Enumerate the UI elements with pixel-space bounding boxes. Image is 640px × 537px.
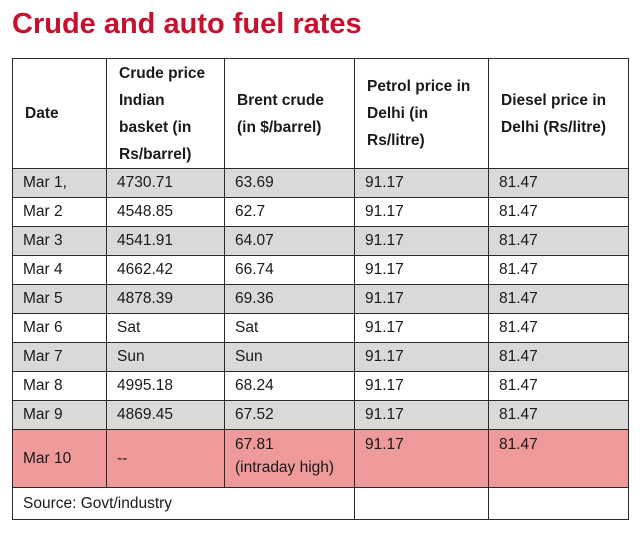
cell-crude: 4869.45 <box>106 400 225 430</box>
cell-diesel: 81.47 <box>488 429 629 488</box>
table-row: Mar 8 4995.18 68.24 91.17 81.47 <box>12 371 629 401</box>
header-brent-crude: Brent crude (in $/barrel) <box>224 58 355 169</box>
cell-brent-note: (intraday high) <box>235 459 335 476</box>
cell-brent: 63.69 <box>224 168 355 198</box>
table-row: Mar 5 4878.39 69.36 91.17 81.47 <box>12 284 629 314</box>
cell-petrol: 91.17 <box>354 284 489 314</box>
cell-date: Mar 3 <box>12 226 107 256</box>
cell-petrol: 91.17 <box>354 168 489 198</box>
cell-petrol: 91.17 <box>354 313 489 343</box>
table-row: Mar 6 Sat Sat 91.17 81.47 <box>12 313 629 343</box>
cell-petrol: 91.17 <box>354 400 489 430</box>
cell-brent: 68.24 <box>224 371 355 401</box>
cell-date: Mar 1, <box>12 168 107 198</box>
cell-crude: 4995.18 <box>106 371 225 401</box>
table-row: Mar 7 Sun Sun 91.17 81.47 <box>12 342 629 372</box>
table-row: Mar 1, 4730.71 63.69 91.17 81.47 <box>12 168 629 198</box>
cell-crude: Sat <box>106 313 225 343</box>
cell-brent: 64.07 <box>224 226 355 256</box>
table-row-highlighted: Mar 10 -- 67.81 (intraday high) 91.17 81… <box>12 429 629 488</box>
cell-diesel: 81.47 <box>488 342 629 372</box>
table-header-row: Date Crude price Indian basket (in Rs/ba… <box>12 58 629 169</box>
cell-diesel: 81.47 <box>488 400 629 430</box>
cell-date: Mar 7 <box>12 342 107 372</box>
cell-date: Mar 4 <box>12 255 107 285</box>
table-row: Mar 9 4869.45 67.52 91.17 81.47 <box>12 400 629 430</box>
cell-date: Mar 6 <box>12 313 107 343</box>
cell-brent-value: 67.81 <box>235 436 274 453</box>
cell-diesel: 81.47 <box>488 371 629 401</box>
empty-cell <box>354 487 489 520</box>
cell-crude: Sun <box>106 342 225 372</box>
cell-diesel: 81.47 <box>488 168 629 198</box>
cell-date: Mar 10 <box>12 429 107 488</box>
cell-brent: 62.7 <box>224 197 355 227</box>
cell-petrol: 91.17 <box>354 255 489 285</box>
source-row: Source: Govt/industry <box>12 487 629 520</box>
cell-diesel: 81.47 <box>488 255 629 285</box>
cell-diesel: 81.47 <box>488 226 629 256</box>
table-row: Mar 2 4548.85 62.7 91.17 81.47 <box>12 197 629 227</box>
cell-date: Mar 2 <box>12 197 107 227</box>
cell-date: Mar 9 <box>12 400 107 430</box>
cell-petrol: 91.17 <box>354 197 489 227</box>
cell-diesel: 81.47 <box>488 284 629 314</box>
cell-crude: 4662.42 <box>106 255 225 285</box>
table-row: Mar 4 4662.42 66.74 91.17 81.47 <box>12 255 629 285</box>
table-row: Mar 3 4541.91 64.07 91.17 81.47 <box>12 226 629 256</box>
cell-diesel: 81.47 <box>488 313 629 343</box>
cell-crude: 4878.39 <box>106 284 225 314</box>
cell-petrol: 91.17 <box>354 342 489 372</box>
cell-crude: -- <box>106 429 225 488</box>
cell-petrol: 91.17 <box>354 371 489 401</box>
cell-crude: 4541.91 <box>106 226 225 256</box>
cell-brent: 67.52 <box>224 400 355 430</box>
header-date: Date <box>12 58 107 169</box>
empty-cell <box>488 487 629 520</box>
cell-diesel: 81.47 <box>488 197 629 227</box>
cell-date: Mar 5 <box>12 284 107 314</box>
cell-brent: 67.81 (intraday high) <box>224 429 355 488</box>
cell-petrol: 91.17 <box>354 429 489 488</box>
header-diesel-price: Diesel price in Delhi (Rs/litre) <box>488 58 629 169</box>
cell-brent: 69.36 <box>224 284 355 314</box>
header-crude-price: Crude price Indian basket (in Rs/barrel) <box>106 58 225 169</box>
header-petrol-price: Petrol price in Delhi (in Rs/litre) <box>354 58 489 169</box>
cell-brent: Sat <box>224 313 355 343</box>
cell-crude: 4548.85 <box>106 197 225 227</box>
cell-brent: Sun <box>224 342 355 372</box>
cell-brent: 66.74 <box>224 255 355 285</box>
cell-crude: 4730.71 <box>106 168 225 198</box>
fuel-rates-table: Date Crude price Indian basket (in Rs/ba… <box>12 58 629 520</box>
source-note: Source: Govt/industry <box>12 487 355 520</box>
cell-petrol: 91.17 <box>354 226 489 256</box>
cell-date: Mar 8 <box>12 371 107 401</box>
page-title: Crude and auto fuel rates <box>12 8 362 40</box>
